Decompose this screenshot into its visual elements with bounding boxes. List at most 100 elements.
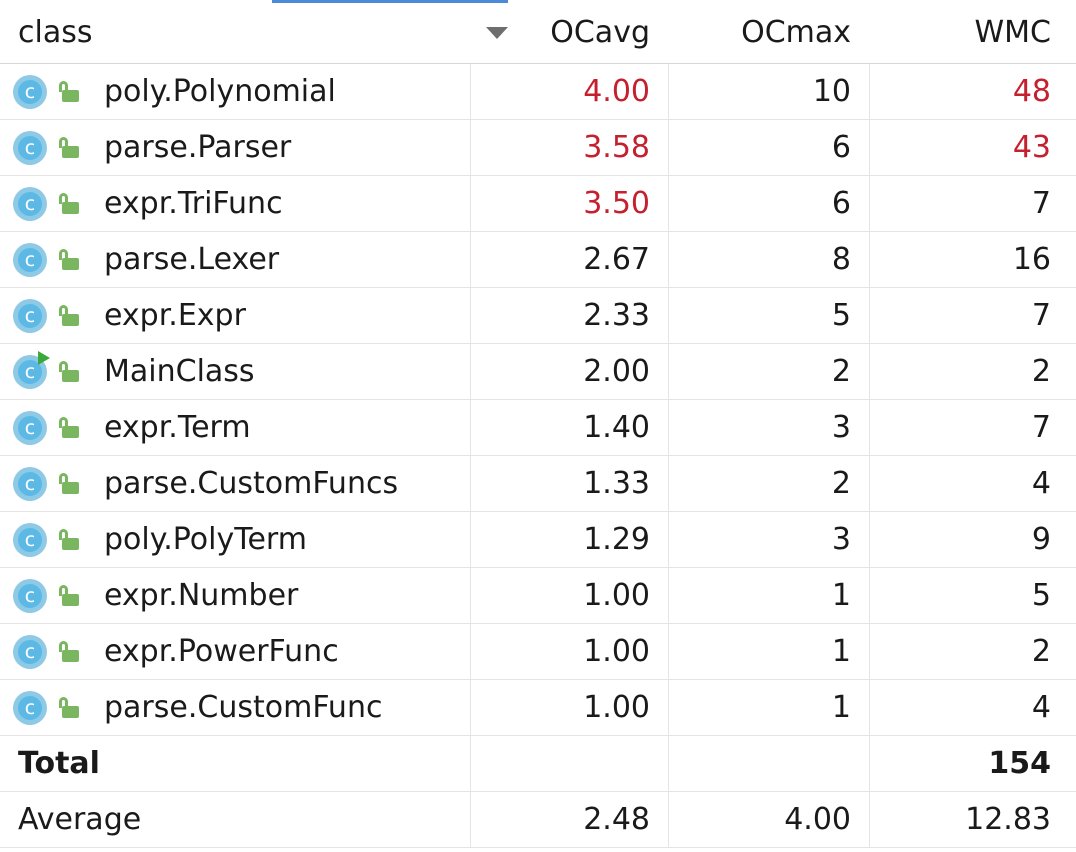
class-name: expr.Expr — [104, 298, 246, 333]
run-marker-icon — [38, 351, 50, 365]
total-row: Total 154 — [0, 736, 1076, 792]
class-icon — [13, 467, 47, 501]
class-name: expr.Term — [104, 410, 251, 445]
class-letter-icon: c — [24, 697, 36, 719]
wmc-value: 5 — [869, 568, 1076, 624]
table-row[interactable]: c parse.Parser 3.58 6 43 — [0, 120, 1076, 176]
ocavg-value: 3.50 — [470, 176, 668, 232]
table-row[interactable]: c expr.Term 1.40 3 7 — [0, 400, 1076, 456]
ocavg-value: 4.00 — [470, 64, 668, 120]
class-icon — [13, 523, 47, 557]
class-letter-icon: c — [24, 249, 36, 271]
table-header: class OCavg OCmax WMC — [0, 0, 1076, 64]
table-row[interactable]: c expr.PowerFunc 1.00 1 2 — [0, 624, 1076, 680]
average-wmc: 12.83 — [869, 792, 1076, 848]
class-name: parse.CustomFunc — [104, 690, 383, 725]
unlocked-icon — [58, 137, 80, 159]
class-letter-icon: c — [24, 417, 36, 439]
unlocked-icon — [58, 529, 80, 551]
ocmax-value: 8 — [668, 232, 869, 288]
class-letter-icon: c — [24, 473, 36, 495]
table-row[interactable]: c parse.CustomFunc 1.00 1 4 — [0, 680, 1076, 736]
class-name: MainClass — [104, 354, 255, 389]
unlocked-icon — [58, 585, 80, 607]
ocmax-value: 5 — [668, 288, 869, 344]
class-name: parse.Parser — [104, 130, 292, 165]
ocmax-value: 1 — [668, 568, 869, 624]
wmc-value: 43 — [869, 120, 1076, 176]
ocmax-value: 2 — [668, 344, 869, 400]
ocmax-value: 1 — [668, 680, 869, 736]
header-selection-indicator — [272, 0, 508, 3]
table-row[interactable]: c parse.CustomFuncs 1.33 2 4 — [0, 456, 1076, 512]
ocmax-value: 3 — [668, 400, 869, 456]
ocavg-value: 2.67 — [470, 232, 668, 288]
total-ocmax — [668, 736, 869, 792]
table-row[interactable]: c MainClass 2.00 2 2 — [0, 344, 1076, 400]
ocmax-value: 6 — [668, 176, 869, 232]
unlocked-icon — [58, 417, 80, 439]
class-name: expr.PowerFunc — [104, 634, 339, 669]
ocavg-value: 1.29 — [470, 512, 668, 568]
class-icon — [13, 411, 47, 445]
column-header-class[interactable]: class — [0, 0, 508, 64]
class-name: parse.Lexer — [104, 242, 280, 277]
table-row[interactable]: c expr.TriFunc 3.50 6 7 — [0, 176, 1076, 232]
ocavg-value: 3.58 — [470, 120, 668, 176]
table-row[interactable]: c poly.Polynomial 4.00 10 48 — [0, 64, 1076, 120]
column-header-wmc[interactable]: WMC — [974, 15, 1052, 50]
table-row[interactable]: c poly.PolyTerm 1.29 3 9 — [0, 512, 1076, 568]
wmc-value: 9 — [869, 512, 1076, 568]
ocmax-value: 1 — [668, 624, 869, 680]
class-icon — [13, 187, 47, 221]
class-icon — [13, 243, 47, 277]
column-header-ocmax[interactable]: OCmax — [741, 15, 851, 50]
total-wmc: 154 — [869, 736, 1076, 792]
unlocked-icon — [58, 361, 80, 383]
unlocked-icon — [58, 641, 80, 663]
ocavg-value: 1.00 — [470, 680, 668, 736]
ocmax-value: 6 — [668, 120, 869, 176]
unlocked-icon — [58, 473, 80, 495]
wmc-value: 4 — [869, 456, 1076, 512]
ocavg-value: 1.33 — [470, 456, 668, 512]
average-row: Average 2.48 4.00 12.83 — [0, 792, 1076, 848]
class-name: poly.PolyTerm — [104, 522, 307, 557]
ocavg-value: 1.00 — [470, 624, 668, 680]
average-label: Average — [18, 802, 142, 837]
average-ocmax: 4.00 — [668, 792, 869, 848]
class-icon — [13, 299, 47, 333]
table-row[interactable]: c parse.Lexer 2.67 8 16 — [0, 232, 1076, 288]
table-row[interactable]: c expr.Expr 2.33 5 7 — [0, 288, 1076, 344]
class-icon — [13, 635, 47, 669]
wmc-value: 7 — [869, 400, 1076, 456]
ocavg-value: 1.40 — [470, 400, 668, 456]
unlocked-icon — [58, 193, 80, 215]
unlocked-icon — [58, 249, 80, 271]
class-icon — [13, 131, 47, 165]
class-name: expr.TriFunc — [104, 186, 283, 221]
wmc-value: 16 — [869, 232, 1076, 288]
class-letter-icon: c — [24, 81, 36, 103]
ocavg-value: 2.00 — [470, 344, 668, 400]
wmc-value: 7 — [869, 176, 1076, 232]
unlocked-icon — [58, 697, 80, 719]
ocavg-value: 2.33 — [470, 288, 668, 344]
sort-dropdown-icon[interactable] — [486, 27, 508, 39]
unlocked-icon — [58, 305, 80, 327]
class-icon — [13, 75, 47, 109]
wmc-value: 4 — [869, 680, 1076, 736]
wmc-value: 48 — [869, 64, 1076, 120]
wmc-value: 2 — [869, 624, 1076, 680]
column-header-ocavg[interactable]: OCavg — [550, 15, 650, 50]
total-ocavg — [470, 736, 668, 792]
average-ocavg: 2.48 — [470, 792, 668, 848]
table-row[interactable]: c expr.Number 1.00 1 5 — [0, 568, 1076, 624]
ocmax-value: 3 — [668, 512, 869, 568]
ocavg-value: 1.00 — [470, 568, 668, 624]
class-name: expr.Number — [104, 578, 299, 613]
wmc-value: 2 — [869, 344, 1076, 400]
class-letter-icon: c — [24, 585, 36, 607]
class-icon — [13, 691, 47, 725]
